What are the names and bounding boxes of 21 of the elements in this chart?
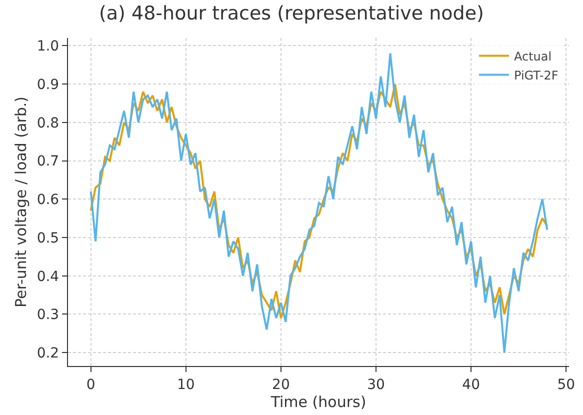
chart-title: (a) 48-hour traces (representative node) xyxy=(99,2,484,25)
y-tick-label: 0.5 xyxy=(36,230,60,246)
y-tick-label: 0.2 xyxy=(36,345,60,362)
y-tick-label: 0.4 xyxy=(36,268,60,285)
x-tick-label: 10 xyxy=(176,376,195,393)
y-axis-title: Per-unit voltage / load (arb.) xyxy=(12,96,30,308)
x-tick-label: 0 xyxy=(86,376,96,393)
x-tick-label: 40 xyxy=(462,376,480,393)
x-tick-label: 50 xyxy=(557,376,576,393)
y-tick-label: 0.9 xyxy=(36,76,60,93)
y-tick-label: 1.0 xyxy=(36,38,60,55)
line-series xyxy=(90,83,548,320)
x-axis-title: Time (hours) xyxy=(270,392,366,411)
y-tick-label: 0.8 xyxy=(36,115,60,132)
y-tick-label: 0.7 xyxy=(36,154,60,170)
legend-label: Actual xyxy=(514,49,552,64)
y-tick-label: 0.3 xyxy=(36,307,60,324)
x-tick-label: 30 xyxy=(367,376,385,393)
y-tick-label: 0.6 xyxy=(36,192,60,208)
x-tick-label: 20 xyxy=(272,376,290,393)
legend-label: PiGT-2F xyxy=(514,68,558,82)
